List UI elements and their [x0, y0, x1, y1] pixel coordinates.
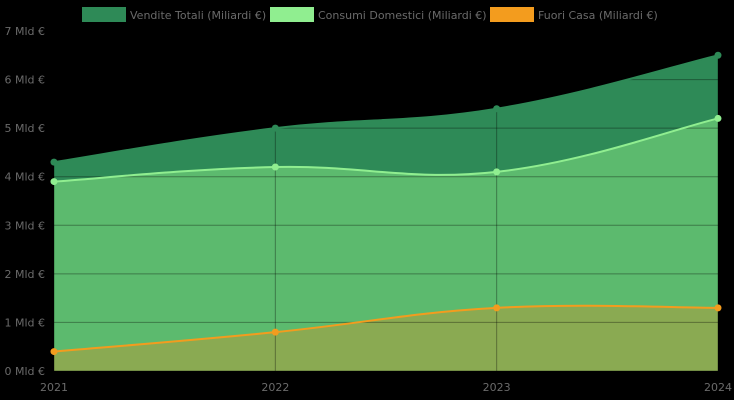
legend-label: Consumi Domestici (Miliardi €) — [318, 9, 487, 22]
x-axis-ticks: 2021 2022 2023 2024 — [40, 381, 732, 394]
legend-item-2[interactable]: Fuori Casa (Miliardi €) — [490, 7, 658, 22]
y-tick-label: 5 Mld € — [4, 122, 45, 135]
legend-swatch — [270, 7, 314, 22]
x-tick-label: 2023 — [483, 381, 511, 394]
point-series-0-2021[interactable] — [50, 158, 58, 166]
y-axis-ticks: 0 Mld € 1 Mld € 2 Mld € 3 Mld € 4 Mld € 5 Mld… — [4, 25, 45, 378]
y-tick-label: 1 Mld € — [4, 316, 45, 329]
series-points — [50, 51, 722, 356]
area-series-2 — [54, 305, 718, 371]
point-series-1-2022[interactable] — [271, 163, 279, 171]
x-tick-label: 2021 — [40, 381, 68, 394]
y-tick-label: 2 Mld € — [4, 268, 45, 281]
line-series-2 — [53, 304, 719, 353]
point-series-0-2022[interactable] — [271, 124, 279, 132]
legend-label: Fuori Casa (Miliardi €) — [538, 9, 658, 22]
x-tick-label: 2024 — [704, 381, 732, 394]
series-areas — [54, 55, 718, 372]
legend-label: Vendite Totali (Miliardi €) — [130, 9, 266, 22]
line-series-1 — [53, 117, 719, 183]
legend[interactable]: Vendite Totali (Miliardi €) Consumi Domes… — [82, 7, 658, 22]
y-tick-label: 6 Mld € — [4, 74, 45, 87]
point-series-2-2024[interactable] — [714, 304, 722, 312]
point-series-2-2022[interactable] — [271, 328, 279, 336]
line-series-0 — [53, 54, 719, 164]
point-series-2-2023[interactable] — [493, 304, 501, 312]
point-series-1-2021[interactable] — [50, 178, 58, 186]
grid-lines — [53, 30, 719, 372]
point-series-0-2024[interactable] — [714, 51, 722, 59]
series-lines — [53, 54, 719, 353]
point-series-2-2021[interactable] — [50, 348, 58, 356]
legend-swatch — [82, 7, 126, 22]
y-tick-label: 3 Mld € — [4, 219, 45, 232]
point-series-1-2023[interactable] — [493, 168, 501, 176]
x-tick-label: 2022 — [261, 381, 289, 394]
point-series-1-2024[interactable] — [714, 114, 722, 122]
y-tick-label: 7 Mld € — [4, 25, 45, 38]
y-tick-label: 0 Mld € — [4, 365, 45, 378]
legend-swatch — [490, 7, 534, 22]
legend-item-0[interactable]: Vendite Totali (Miliardi €) — [82, 7, 266, 22]
point-series-0-2023[interactable] — [493, 105, 501, 113]
y-tick-label: 4 Mld € — [4, 171, 45, 184]
legend-item-1[interactable]: Consumi Domestici (Miliardi €) — [270, 7, 487, 22]
